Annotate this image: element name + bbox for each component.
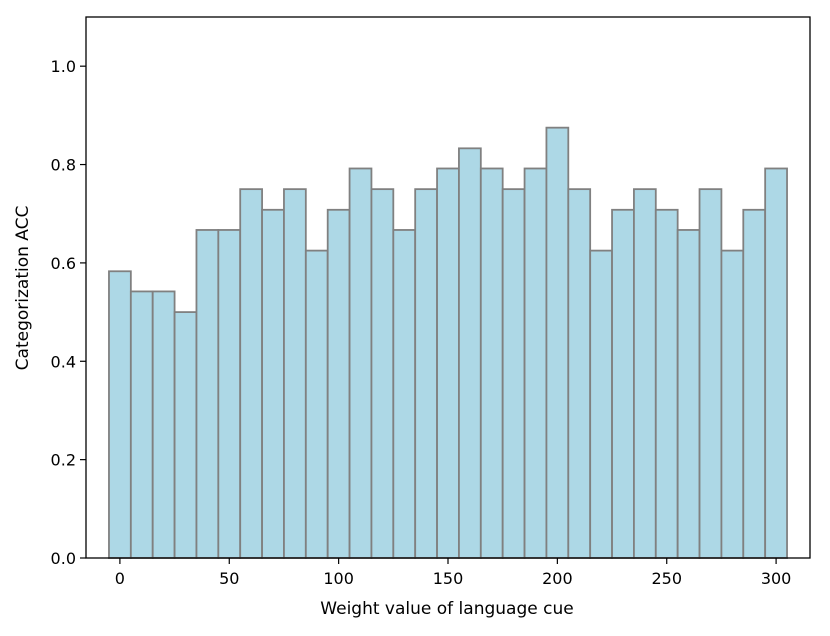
bar <box>742 208 767 559</box>
bar <box>414 188 438 559</box>
bar <box>392 229 417 559</box>
bar <box>304 249 329 559</box>
bar <box>195 229 220 559</box>
x-tick-label: 150 <box>433 569 464 588</box>
bar <box>764 167 788 559</box>
bar <box>108 270 132 559</box>
bar <box>239 188 263 559</box>
bar <box>523 167 548 559</box>
x-axis-ticks: 0 50 100 150 200 250 300 <box>115 558 792 588</box>
y-tick-label: 0.4 <box>51 352 76 371</box>
x-tick-label: 250 <box>651 569 682 588</box>
bar <box>501 188 526 559</box>
y-axis-label: Categorization ACC <box>13 206 33 371</box>
bar <box>173 311 198 559</box>
x-tick-label: 200 <box>542 569 573 588</box>
bar <box>611 208 635 559</box>
y-tick-label: 0.2 <box>51 451 76 470</box>
bar <box>217 229 242 559</box>
bar <box>479 167 504 559</box>
y-tick-label: 1.0 <box>51 57 76 76</box>
bar <box>698 188 723 559</box>
bar <box>326 208 351 559</box>
x-tick-label: 0 <box>115 569 125 588</box>
y-tick-label: 0.0 <box>51 549 76 568</box>
bar <box>370 188 395 559</box>
bar <box>129 290 154 559</box>
bar <box>567 188 592 559</box>
bar <box>633 188 657 559</box>
bar <box>589 249 613 559</box>
bar <box>151 290 176 559</box>
bar <box>720 249 745 559</box>
bar <box>654 208 679 559</box>
x-axis-label: Weight value of language cue <box>320 599 573 619</box>
bar <box>261 208 285 559</box>
y-tick-label: 0.8 <box>51 156 76 175</box>
bar <box>676 229 701 559</box>
y-tick-label: 0.6 <box>51 254 76 273</box>
y-axis-ticks: 0.0 0.2 0.4 0.6 0.8 1.0 <box>51 57 86 568</box>
bars <box>108 126 788 559</box>
bar <box>348 167 373 559</box>
x-tick-label: 300 <box>761 569 792 588</box>
bar <box>458 147 482 559</box>
bar <box>436 167 460 559</box>
bar <box>545 126 570 559</box>
x-tick-label: 100 <box>323 569 354 588</box>
x-tick-label: 50 <box>219 569 239 588</box>
bar <box>283 188 307 559</box>
